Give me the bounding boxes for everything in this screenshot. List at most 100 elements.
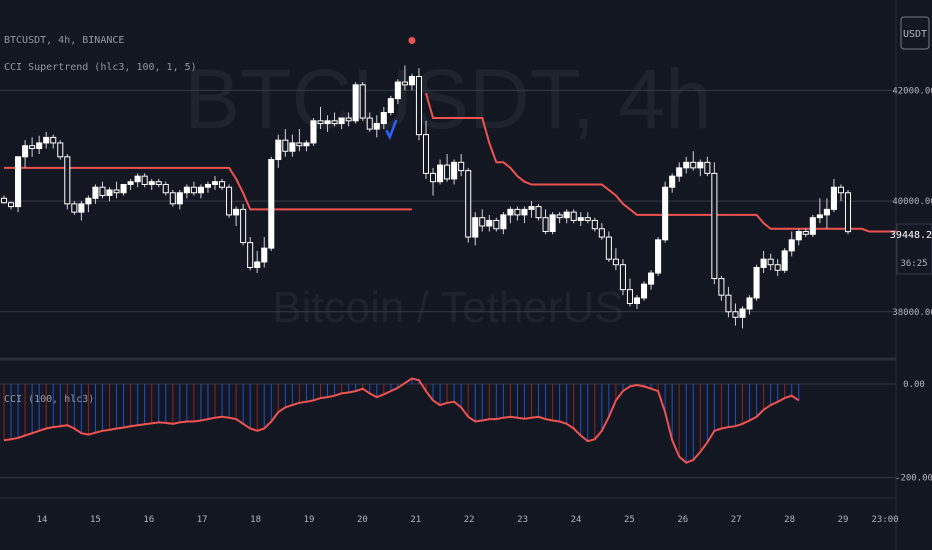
candle-body [162,183,169,194]
candle-body [437,164,444,183]
candle [106,187,113,202]
candle [718,275,725,301]
candle [275,134,282,168]
candle-body [472,217,479,238]
candle [788,231,795,257]
candle [78,201,85,221]
candle-body [387,98,394,113]
candle-body [739,308,746,318]
candle-body [760,258,767,269]
time-tick-label: 19 [304,515,315,525]
candle [542,209,549,235]
candle [176,190,183,210]
candle-body [422,134,430,174]
candle [169,190,176,207]
candle-body [619,264,626,291]
candle [486,214,493,232]
candle [795,228,802,246]
candle [662,181,669,243]
candle-body [134,175,141,183]
currency-button-label[interactable]: USDT [903,29,927,40]
candle-body [718,278,725,296]
candle [830,178,837,213]
candle-body [190,186,197,194]
candle [725,286,732,318]
candle [43,131,50,149]
candle [451,159,458,185]
candle [324,115,331,132]
candle-body [211,181,219,185]
chart-header: BTCUSDT, 4h, BINANCE CCI Supertrend (hlc… [4,35,197,405]
candle-body [296,142,303,147]
candle-body [732,311,739,318]
candle [648,270,655,290]
candle-body [324,120,331,125]
time-tick-label: 18 [250,515,261,525]
candle-body [542,217,549,233]
time-axis[interactable]: 14 15 16 17 18 19 20 21 22 23 24 25 26 27 28 29 23:00 [37,515,899,525]
candle [394,79,401,105]
candle-body [155,181,162,185]
candle [197,184,204,199]
candle-body [204,183,211,188]
candle-body [8,202,15,208]
candle [837,184,844,202]
candle-body [521,208,528,216]
currency-button[interactable]: USDT [900,16,930,50]
candle-body [197,186,204,194]
candle-body [233,208,240,216]
candle [64,154,71,210]
candle [655,237,662,276]
candles [0,65,852,329]
candle-body [219,181,226,188]
candle-body [549,214,556,233]
candle-body [359,84,366,119]
time-tick-label: 23:00 [871,515,898,525]
price-gridlines [0,89,896,479]
candle-body [844,192,852,233]
candle-body [141,175,148,185]
candle-body [380,112,387,125]
currency-button-frame[interactable] [900,16,930,50]
candle [739,306,746,329]
candle [535,203,542,221]
candle-body [408,76,415,86]
candle [753,264,760,301]
candle-body [22,145,29,158]
candle [296,129,303,152]
candle [240,203,247,246]
candle-body [36,142,43,149]
candle [289,134,296,157]
candle-body [598,228,605,238]
signal-markers [385,37,416,141]
candle [444,154,451,182]
candle [120,183,127,196]
candle [134,173,141,188]
price-tick-label: 42000.00 [892,86,932,96]
candle [437,159,444,185]
candle [92,184,99,204]
candle [472,212,479,246]
candle-body [465,170,472,238]
candle-body [697,161,704,169]
candle-body [106,189,113,197]
candle [0,195,8,204]
candle-body [493,219,500,230]
candle [690,151,697,171]
time-tick-label: 24 [571,515,582,525]
candle [704,156,711,177]
price-axis[interactable]: 42000.00 40000.00 38000.00 [892,86,932,317]
candle-body [774,264,781,271]
candle-body [176,192,183,205]
last-price-box [896,223,932,275]
candle-body [788,239,795,252]
candle [282,129,289,157]
candle [155,178,162,188]
candle-body [795,231,802,241]
candle-body [226,186,233,216]
cci-axis[interactable]: 0.00 -200.00 [895,380,932,484]
supertrend-series [4,92,898,233]
candle [507,206,514,224]
